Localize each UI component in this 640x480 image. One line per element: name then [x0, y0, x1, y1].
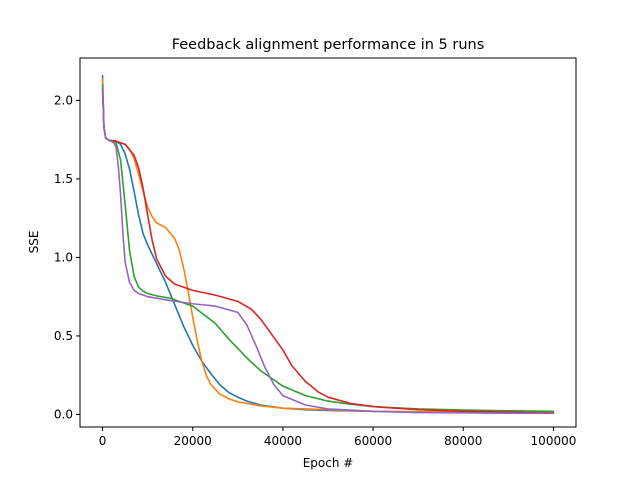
y-tick-label: 2.0 [54, 93, 73, 107]
series-line-5 [101, 87, 555, 415]
x-axis-label: Epoch # [303, 456, 354, 470]
x-tick-label: 20000 [174, 434, 212, 448]
x-tick-label: 40000 [264, 434, 302, 448]
axes-frame [79, 57, 577, 428]
plot-area: 0 20000 40000 60000 80000 100000 0.0 0.5 1.0 1.5 2… [54, 57, 577, 448]
x-tick-label: 100000 [531, 434, 577, 448]
x-tick-label: 80000 [444, 434, 482, 448]
y-tick-label: 0.0 [54, 407, 73, 421]
series-line-4 [101, 88, 555, 414]
y-tick-label: 1.0 [54, 250, 73, 264]
chart-title: Feedback alignment performance in 5 runs [172, 37, 485, 53]
y-tick-label: 0.5 [54, 329, 73, 343]
x-tick-label: 60000 [354, 434, 392, 448]
x-tick-label: 0 [99, 434, 107, 448]
y-tick-label: 1.5 [54, 172, 73, 186]
y-axis-label: SSE [27, 231, 41, 254]
